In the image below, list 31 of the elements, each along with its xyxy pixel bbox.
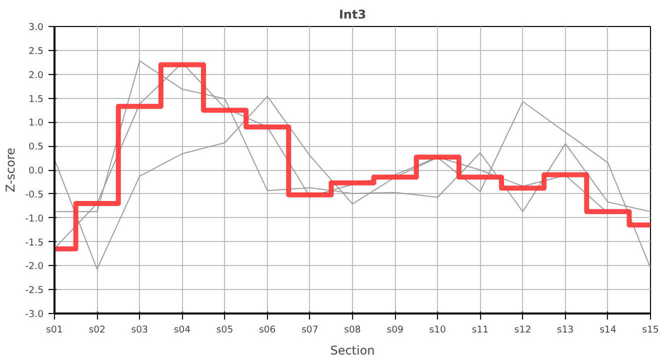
x-tick-label: s10 <box>429 324 446 336</box>
x-tick-label: s06 <box>258 324 276 336</box>
y-tick-label: 2.5 <box>28 46 44 57</box>
y-tick-label: 1.5 <box>28 94 44 105</box>
x-tick-label: s05 <box>216 324 234 336</box>
x-tick-label: s09 <box>386 324 404 336</box>
x-tick-label: s07 <box>302 324 318 336</box>
y-tick-label: 1.0 <box>28 118 44 129</box>
y-tick-label: -3.0 <box>25 309 44 320</box>
x-tick-label: s12 <box>514 324 532 336</box>
x-tick-label: s11 <box>472 324 489 336</box>
y-tick-label: -0.5 <box>25 189 44 200</box>
x-tick-label: s04 <box>174 324 191 336</box>
y-tick-label: -1.0 <box>25 213 44 224</box>
x-tick-label: s15 <box>642 324 659 336</box>
x-tick-label: s02 <box>88 324 106 336</box>
y-tick-label: -2.0 <box>25 261 44 272</box>
x-tick-label: s14 <box>600 324 616 336</box>
x-tick-label: s13 <box>556 324 574 336</box>
y-axis-title: Z-score <box>3 148 18 192</box>
x-tick-label: s03 <box>131 324 148 336</box>
x-tick-label: s08 <box>344 324 361 336</box>
y-tick-label: 0.5 <box>28 142 44 153</box>
x-axis-title: Section <box>330 344 375 358</box>
chart-title: Int3 <box>338 8 366 22</box>
y-tick-label: 0.0 <box>28 166 44 176</box>
x-tick-label: s01 <box>46 324 63 336</box>
y-tick-label: 3.0 <box>28 22 44 33</box>
y-tick-label: -2.5 <box>25 285 44 296</box>
y-tick-label: -1.5 <box>25 237 44 248</box>
y-tick-label: 2.0 <box>28 70 44 81</box>
